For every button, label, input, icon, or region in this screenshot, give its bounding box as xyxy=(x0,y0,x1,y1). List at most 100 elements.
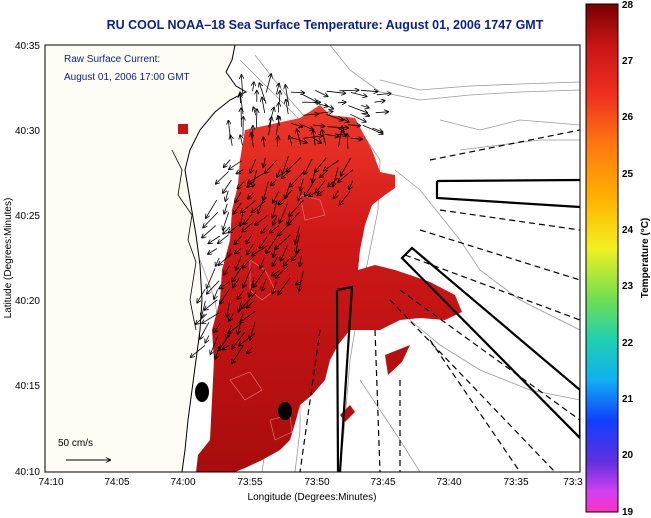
current-vector xyxy=(281,170,291,179)
current-vector xyxy=(376,94,391,95)
current-vector xyxy=(236,169,244,174)
current-vector xyxy=(341,157,351,176)
current-vector xyxy=(275,265,289,278)
land-area xyxy=(45,45,248,472)
current-vector xyxy=(210,335,219,355)
current-vector xyxy=(235,247,242,253)
current-vector xyxy=(224,265,230,275)
current-vector xyxy=(348,105,367,113)
current-vector xyxy=(276,84,279,95)
current-vector xyxy=(233,202,242,214)
current-vector xyxy=(322,130,327,146)
current-vector xyxy=(273,215,278,225)
current-vector xyxy=(337,102,346,103)
buoy-marker xyxy=(278,402,292,420)
current-vector xyxy=(238,300,242,312)
current-vector xyxy=(292,248,302,261)
current-vector xyxy=(205,335,210,343)
colorbar-tick: 26 xyxy=(622,112,634,123)
current-vector xyxy=(262,278,267,291)
current-vector xyxy=(241,75,242,93)
current-vector xyxy=(300,255,302,267)
current-vector xyxy=(250,159,256,173)
colorbar-tick: 28 xyxy=(622,0,634,11)
x-axis-ticks: 74:10 74:05 74:00 73:55 73:50 73:45 73:4… xyxy=(38,477,583,488)
current-vector xyxy=(347,134,348,149)
current-vector xyxy=(241,200,256,213)
current-vector xyxy=(248,171,267,183)
current-vector xyxy=(207,268,216,288)
current-vector xyxy=(278,277,291,295)
current-vector xyxy=(273,245,277,257)
current-vector xyxy=(279,203,288,223)
colorbar-tick: 27 xyxy=(622,56,634,67)
current-vector xyxy=(253,82,254,92)
current-label-line1: Raw Surface Current: xyxy=(64,54,160,65)
current-vector xyxy=(338,126,342,148)
current-vector xyxy=(296,280,303,285)
current-vector xyxy=(266,235,278,254)
current-vector xyxy=(244,213,253,224)
y-tick: 40:20 xyxy=(15,296,40,307)
current-vector xyxy=(313,130,315,146)
current-vector xyxy=(208,235,221,244)
current-vector xyxy=(316,180,326,193)
current-vector xyxy=(246,234,252,244)
current-vector xyxy=(324,104,333,109)
x-tick: 73:50 xyxy=(304,477,329,488)
current-vector xyxy=(350,138,362,139)
current-vector xyxy=(298,190,303,200)
current-vector xyxy=(219,334,230,350)
current-vector xyxy=(278,103,279,113)
y-axis-label: Latitude (Degrees:Minutes) xyxy=(3,198,14,319)
current-vector xyxy=(191,344,206,357)
current-vector xyxy=(219,281,231,289)
current-vector xyxy=(326,91,346,93)
current-vector xyxy=(361,105,369,107)
current-vector xyxy=(202,225,216,238)
colorbar-tick: 25 xyxy=(622,169,634,180)
current-vector xyxy=(227,300,231,317)
current-vector xyxy=(287,211,300,225)
current-vector xyxy=(228,223,241,233)
current-vector xyxy=(317,189,325,196)
current-vector xyxy=(252,200,266,212)
current-vector xyxy=(338,169,354,182)
current-vector xyxy=(232,345,244,364)
current-vector xyxy=(203,212,218,227)
current-vector xyxy=(197,288,206,303)
current-vector xyxy=(261,224,268,233)
current-vector xyxy=(229,160,242,170)
current-vector xyxy=(339,90,358,91)
current-vector xyxy=(314,102,328,107)
current-vector xyxy=(223,212,230,230)
current-vector xyxy=(303,136,322,138)
current-vector xyxy=(275,234,291,249)
current-vector xyxy=(256,109,257,128)
current-vector xyxy=(229,248,231,257)
plot-border xyxy=(44,44,581,473)
current-vector xyxy=(315,157,327,172)
current-vector xyxy=(347,125,360,126)
map-title: RU COOL NOAA–18 Sea Surface Temperature:… xyxy=(106,18,544,32)
current-vector xyxy=(231,136,233,146)
current-vector xyxy=(277,136,278,147)
current-vector xyxy=(265,160,277,173)
current-vector xyxy=(290,92,304,93)
surface-current-vectors xyxy=(191,74,391,363)
current-vector xyxy=(309,191,317,197)
colorbar-tick: 23 xyxy=(622,281,634,292)
current-vector xyxy=(196,313,207,324)
current-vector xyxy=(222,345,230,350)
current-vector xyxy=(207,280,220,294)
current-vector xyxy=(243,267,252,288)
current-vector xyxy=(259,83,267,104)
current-vector xyxy=(301,124,314,130)
x-tick: 73:40 xyxy=(436,477,461,488)
current-vector xyxy=(216,171,229,184)
colorbar-tick: 22 xyxy=(622,338,634,349)
current-vector xyxy=(315,90,327,96)
x-tick: 73:35 xyxy=(503,477,528,488)
current-vector xyxy=(229,313,234,321)
current-vector xyxy=(205,299,218,310)
